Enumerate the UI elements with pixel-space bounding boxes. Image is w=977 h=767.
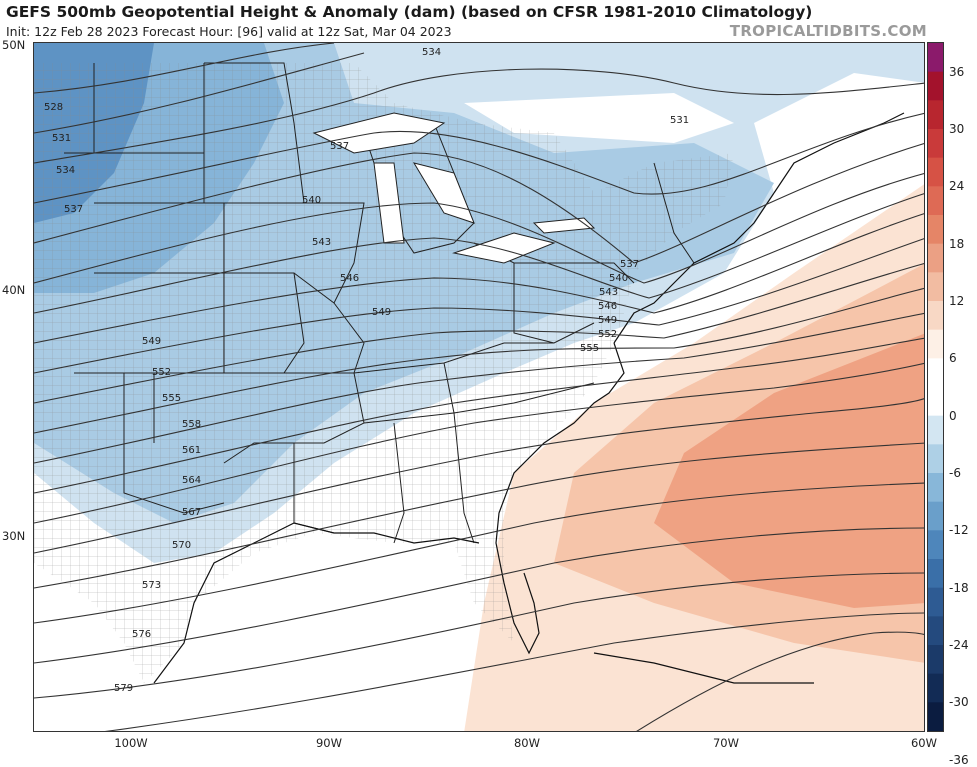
colorbar-swatch: [928, 157, 943, 187]
colorbar-label: 6: [949, 351, 957, 366]
map-panel: 534 531 528 531 534 537 537 540 543 546 …: [33, 42, 925, 732]
contour-label-537-c: 537: [330, 141, 349, 152]
contour-label-558: 558: [182, 419, 201, 430]
contour-label-540-e: 540: [609, 273, 628, 284]
contour-label-549-e: 549: [598, 315, 617, 326]
contour-label-531-w: 531: [52, 133, 71, 144]
contour-label-552-e: 552: [598, 329, 617, 340]
colorbar-swatch: [928, 387, 943, 417]
colorbar-swatch: [928, 329, 943, 359]
contour-label-579: 579: [114, 683, 133, 694]
great-lakes: [312, 112, 596, 264]
lon-label-70w: 70W: [712, 736, 740, 750]
contour-label-528: 528: [44, 102, 63, 113]
brand-watermark: TROPICALTIDBITS.COM: [729, 22, 927, 40]
colorbar-label: -36: [949, 752, 969, 767]
contour-label-546-c: 546: [340, 273, 359, 284]
colorbar-swatch: [928, 129, 943, 159]
colorbar-swatch: [928, 673, 943, 703]
colorbar: [927, 42, 944, 732]
colorbar-label: -12: [949, 523, 969, 538]
colorbar-swatch: [928, 587, 943, 617]
colorbar-swatch: [928, 43, 943, 73]
colorbar-swatch: [928, 272, 943, 302]
colorbar-label: 12: [949, 294, 965, 308]
colorbar-label: -24: [949, 638, 969, 652]
colorbar-swatch: [928, 501, 943, 531]
colorbar-swatch: [928, 71, 943, 101]
contour-label-534-w: 534: [56, 165, 75, 176]
chart-title: GEFS 500mb Geopotential Height & Anomaly…: [6, 3, 813, 21]
contour-label-540-c: 540: [302, 195, 321, 206]
colorbar-label: 18: [949, 236, 965, 251]
colorbar-label: 30: [949, 122, 965, 136]
coastlines: [153, 112, 905, 684]
colorbar-swatch: [928, 616, 943, 646]
colorbar-swatches: [928, 43, 943, 731]
lon-label-60w: 60W: [910, 736, 938, 750]
colorbar-swatch: [928, 530, 943, 560]
colorbar-swatch: [928, 301, 943, 331]
colorbar-swatch: [928, 215, 943, 245]
colorbar-swatch: [928, 702, 943, 731]
contour-label-561: 561: [182, 445, 201, 456]
contour-label-570: 570: [172, 540, 191, 551]
colorbar-swatch: [928, 415, 943, 445]
contour-label-573: 573: [142, 580, 161, 591]
colorbar-label: 36: [949, 64, 965, 79]
us-land-county-grid: [34, 63, 734, 683]
contour-label-552: 552: [152, 367, 171, 378]
colorbar-swatch: [928, 559, 943, 589]
contour-label-555-e: 555: [580, 343, 599, 354]
lon-label-80w: 80W: [513, 736, 541, 750]
contour-label-555-w: 555: [162, 393, 181, 404]
colorbar-swatch: [928, 186, 943, 216]
contour-label-537-e: 537: [620, 259, 639, 270]
colorbar-label: -30: [949, 695, 969, 710]
contour-label-576: 576: [132, 629, 151, 640]
contour-label-546-e: 546: [598, 301, 617, 312]
contour-label-549-w: 549: [142, 336, 161, 347]
colorbar-label: -6: [949, 466, 961, 480]
colorbar-swatch: [928, 645, 943, 675]
height-contours: [34, 43, 924, 731]
colorbar-swatch: [928, 358, 943, 388]
contour-label-543-c: 543: [312, 237, 331, 248]
colorbar-swatch: [928, 473, 943, 503]
lat-label-40n: 40N: [2, 283, 26, 297]
contour-label-537-w: 537: [64, 204, 83, 215]
colorbar-swatch: [928, 444, 943, 474]
lon-label-100w: 100W: [114, 736, 148, 750]
contour-label-564: 564: [182, 475, 201, 486]
lat-label-30n: 30N: [2, 529, 26, 543]
contour-label-543-e: 543: [599, 287, 618, 298]
colorbar-swatch: [928, 243, 943, 273]
colorbar-label: 0: [949, 408, 957, 423]
map-svg: 534 531 528 531 534 537 537 540 543 546 …: [34, 43, 924, 731]
colorbar-swatch: [928, 100, 943, 130]
contour-labels: 534 531 528 531 534 537 537 540 543 546 …: [44, 47, 689, 694]
contour-label-567: 567: [182, 507, 201, 518]
contour-label-549-c: 549: [372, 307, 391, 318]
chart-subtitle: Init: 12z Feb 28 2023 Forecast Hour: [96…: [6, 24, 452, 39]
contour-label-531-ne: 531: [670, 115, 689, 126]
colorbar-label: -18: [949, 580, 969, 595]
colorbar-label: 24: [949, 179, 965, 194]
lat-label-50n: 50N: [2, 38, 26, 52]
lon-label-90w: 90W: [315, 736, 343, 750]
contour-label-534-top: 534: [422, 47, 441, 58]
